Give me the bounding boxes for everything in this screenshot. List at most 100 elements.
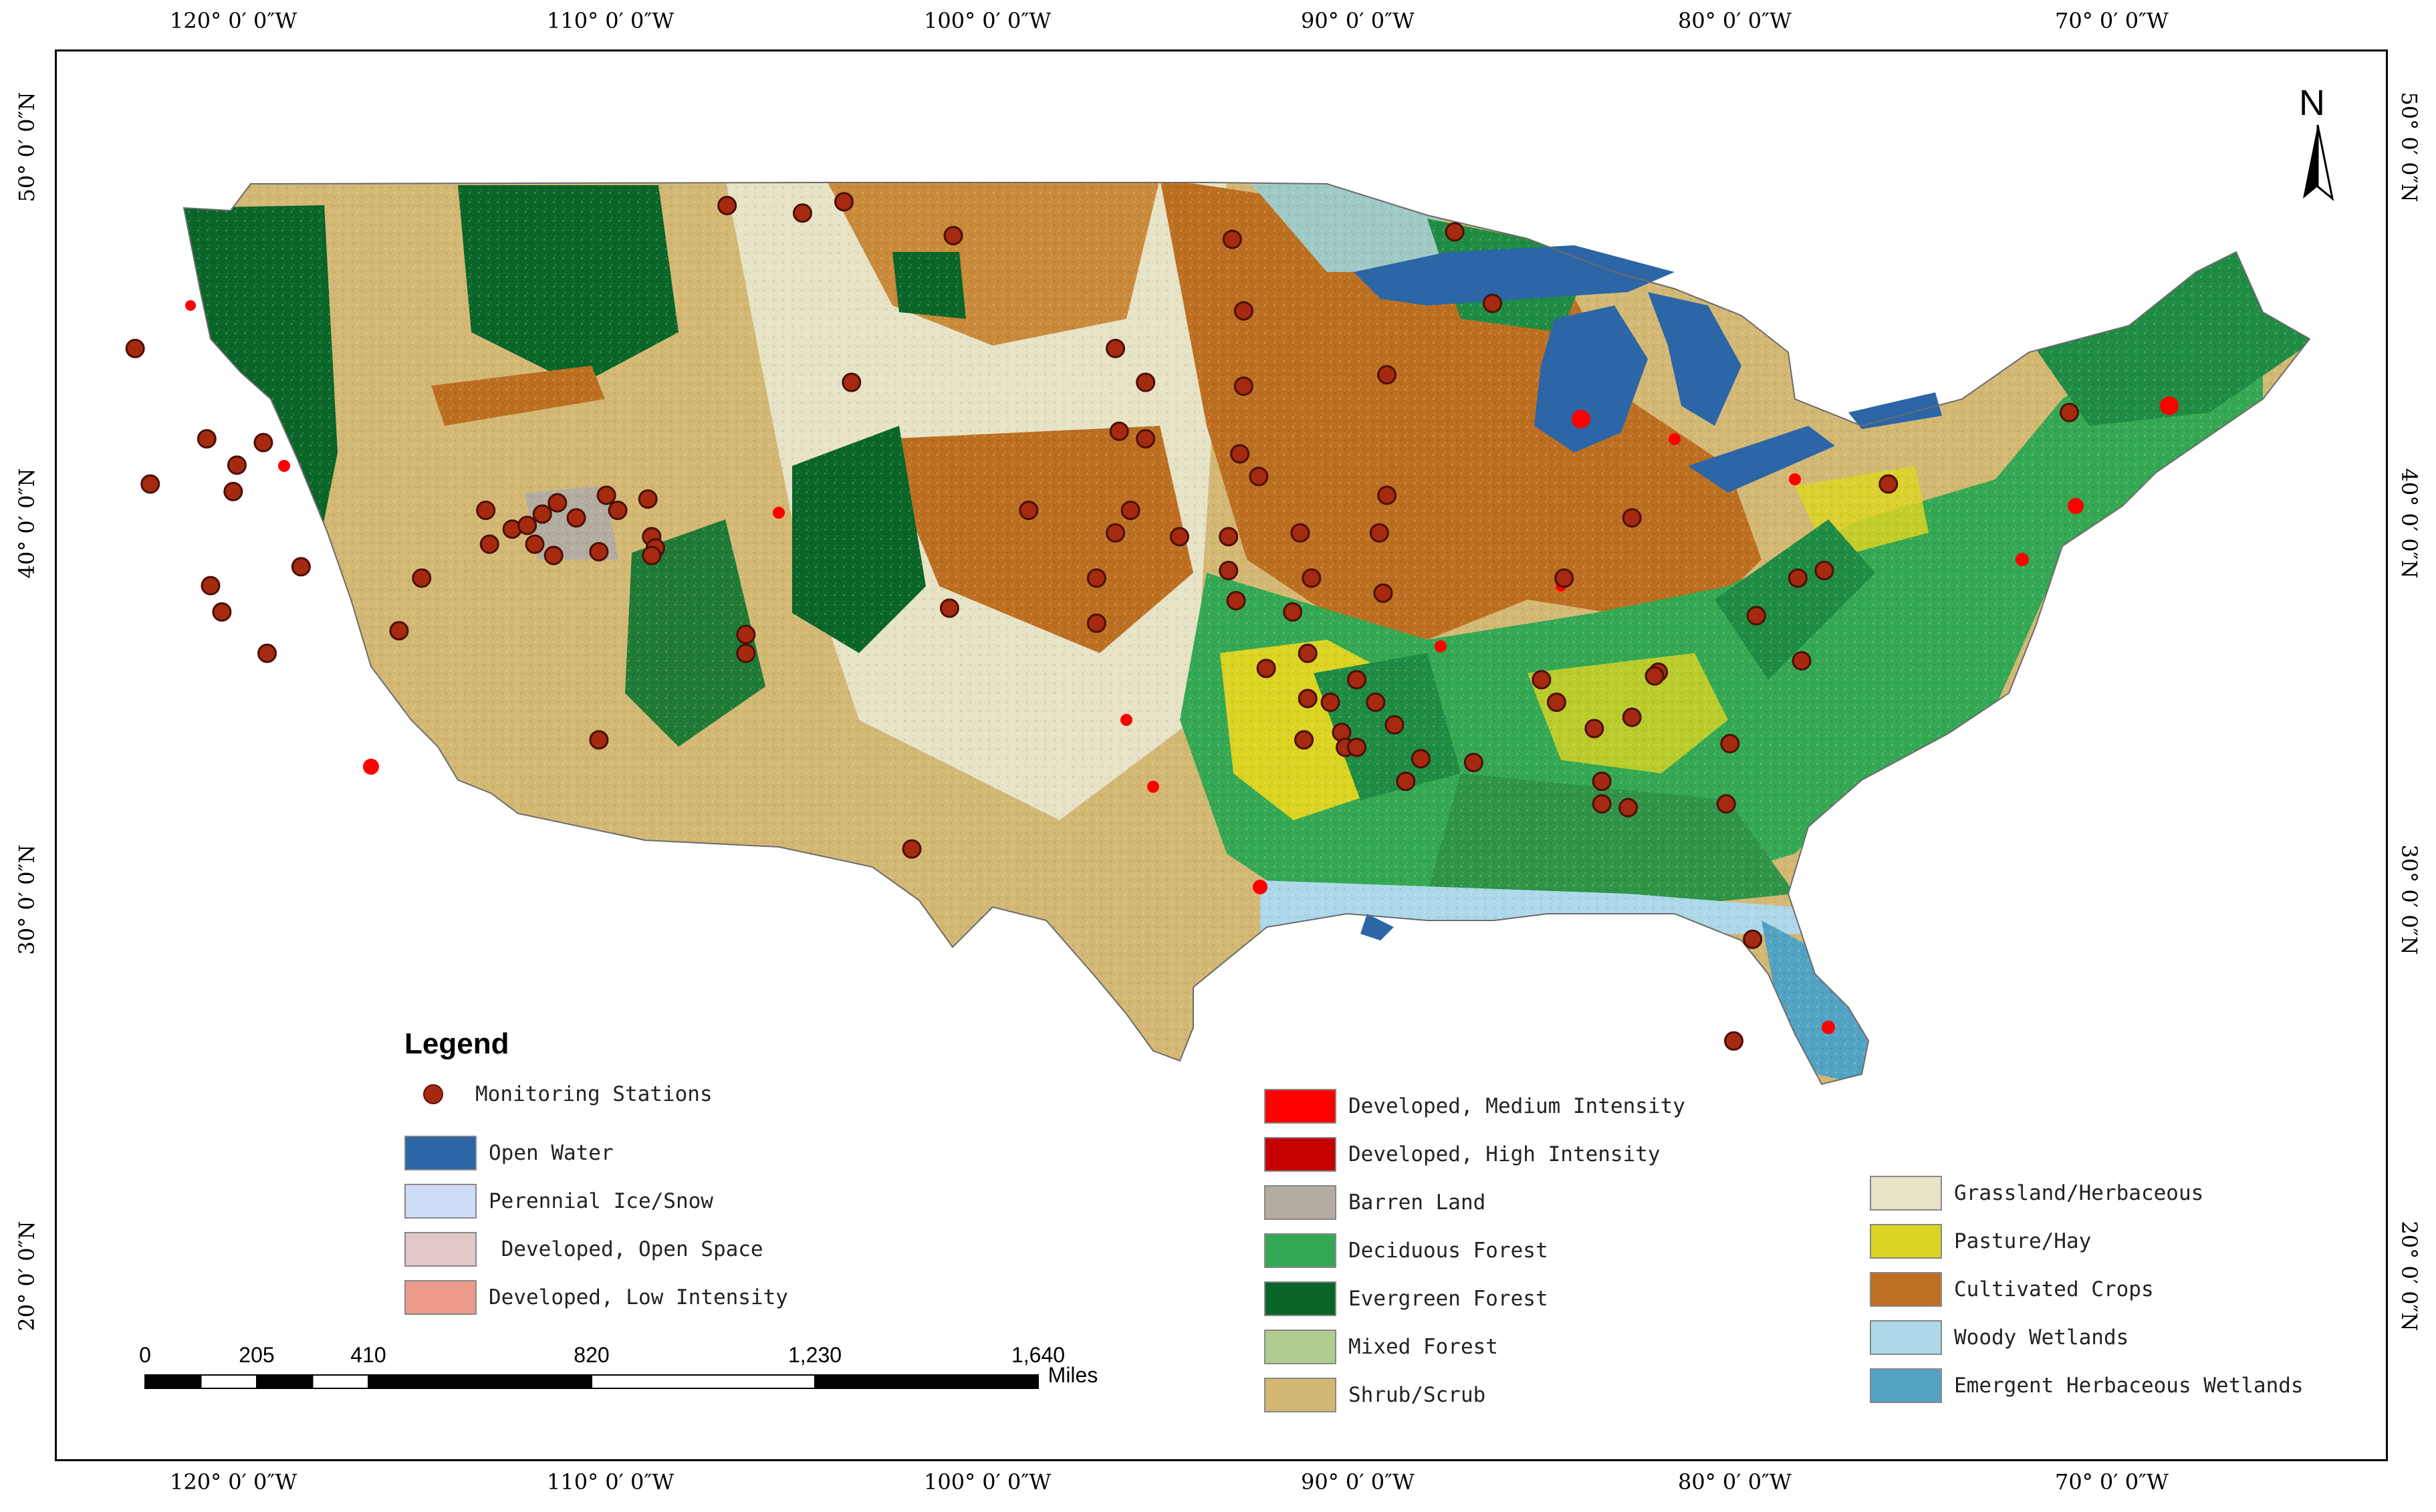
monitoring-station-96[interactable] xyxy=(1878,474,1899,494)
monitoring-station-1[interactable] xyxy=(125,338,145,358)
monitoring-station-75[interactable] xyxy=(1445,222,1465,242)
monitoring-station-80[interactable] xyxy=(1584,719,1604,739)
monitoring-station-58[interactable] xyxy=(1256,658,1276,678)
monitoring-station-9[interactable] xyxy=(291,557,311,577)
monitoring-station-6[interactable] xyxy=(253,432,273,453)
monitoring-station-19[interactable] xyxy=(479,534,499,554)
monitoring-station-3[interactable] xyxy=(227,455,247,475)
monitoring-station-82[interactable] xyxy=(1592,771,1612,791)
monitoring-station-16[interactable] xyxy=(532,504,552,524)
monitoring-station-74[interactable] xyxy=(1377,365,1397,385)
monitoring-station-52[interactable] xyxy=(1219,561,1239,581)
monitoring-station-11[interactable] xyxy=(412,568,432,588)
monitoring-station-53[interactable] xyxy=(1226,591,1246,611)
monitoring-station-90[interactable] xyxy=(1743,929,1763,949)
monitoring-station-72[interactable] xyxy=(1369,523,1389,543)
monitoring-station-43[interactable] xyxy=(1109,421,1129,441)
monitoring-station-28[interactable] xyxy=(589,541,609,561)
monitoring-station-83[interactable] xyxy=(1592,794,1612,814)
monitoring-station-54[interactable] xyxy=(1290,523,1310,543)
monitoring-station-51[interactable] xyxy=(1219,527,1239,547)
monitoring-station-30[interactable] xyxy=(736,643,756,663)
monitoring-station-68[interactable] xyxy=(1411,749,1431,769)
monitoring-station-99[interactable] xyxy=(1233,301,1253,321)
legend-swatch xyxy=(404,1280,477,1315)
monitoring-station-78[interactable] xyxy=(1546,692,1566,713)
monitoring-station-77[interactable] xyxy=(1532,670,1552,690)
monitoring-station-35[interactable] xyxy=(943,225,963,245)
monitoring-station-22[interactable] xyxy=(596,485,616,505)
monitoring-station-23[interactable] xyxy=(608,500,628,520)
monitoring-station-98[interactable] xyxy=(1136,429,1156,449)
monitoring-station-91[interactable] xyxy=(1724,1031,1744,1051)
monitoring-station-41[interactable] xyxy=(1106,338,1126,358)
monitoring-station-59[interactable] xyxy=(1298,688,1318,709)
legend-swatch xyxy=(1264,1089,1336,1124)
monitoring-station-8[interactable] xyxy=(212,602,232,622)
monitoring-station-69[interactable] xyxy=(1396,771,1416,791)
monitoring-station-31[interactable] xyxy=(589,730,609,750)
monitoring-station-2[interactable] xyxy=(197,429,217,449)
monitoring-station-60[interactable] xyxy=(1320,692,1340,713)
monitoring-station-40[interactable] xyxy=(1086,613,1106,633)
longitude-label: 70° 0′ 0″W xyxy=(2055,1469,2169,1495)
monitoring-station-64[interactable] xyxy=(1347,737,1367,757)
monitoring-station-10[interactable] xyxy=(257,643,277,663)
monitoring-station-42[interactable] xyxy=(1136,372,1156,392)
monitoring-station-32[interactable] xyxy=(717,195,737,215)
monitoring-station-21[interactable] xyxy=(543,545,564,565)
monitoring-station-29[interactable] xyxy=(736,624,756,644)
monitoring-station-38[interactable] xyxy=(1019,500,1039,520)
monitoring-station-44[interactable] xyxy=(1120,500,1140,520)
monitoring-station-7[interactable] xyxy=(201,576,221,596)
monitoring-station-73[interactable] xyxy=(1377,485,1397,505)
monitoring-station-4[interactable] xyxy=(140,474,160,494)
monitoring-station-100[interactable] xyxy=(902,839,922,859)
monitoring-station-95[interactable] xyxy=(1814,561,1834,581)
legend-item: Perennial Ice/Snow xyxy=(404,1184,713,1219)
monitoring-station-12[interactable] xyxy=(389,621,409,641)
monitoring-station-56[interactable] xyxy=(1283,602,1303,622)
monitoring-station-70[interactable] xyxy=(1463,753,1483,773)
monitoring-station-66[interactable] xyxy=(1347,670,1367,690)
monitoring-station-39[interactable] xyxy=(1086,568,1106,588)
monitoring-station-61[interactable] xyxy=(1294,730,1314,750)
monitoring-station-55[interactable] xyxy=(1302,568,1322,588)
monitoring-station-92[interactable] xyxy=(1746,606,1766,626)
monitoring-station-85[interactable] xyxy=(1622,508,1642,528)
monitoring-station-76[interactable] xyxy=(1483,293,1503,313)
monitoring-station-65[interactable] xyxy=(1366,692,1386,713)
monitoring-station-81[interactable] xyxy=(1622,707,1642,727)
monitoring-station-93[interactable] xyxy=(1792,651,1812,671)
monitoring-station-20[interactable] xyxy=(525,534,545,554)
legend-swatch xyxy=(1264,1137,1336,1172)
monitoring-station-34[interactable] xyxy=(834,192,854,212)
monitoring-station-67[interactable] xyxy=(1384,715,1405,735)
monitoring-station-50[interactable] xyxy=(1249,467,1269,487)
monitoring-station-45[interactable] xyxy=(1106,523,1126,543)
monitoring-station-94[interactable] xyxy=(1788,568,1808,588)
monitoring-station-88[interactable] xyxy=(1720,734,1740,754)
legend-label: Developed, Medium Intensity xyxy=(1348,1094,1685,1118)
monitoring-station-79[interactable] xyxy=(1554,568,1574,588)
monitoring-station-18[interactable] xyxy=(566,508,586,528)
monitoring-station-27[interactable] xyxy=(642,545,662,565)
monitoring-station-13[interactable] xyxy=(476,500,496,520)
monitoring-station-5[interactable] xyxy=(223,481,243,501)
monitoring-station-36[interactable] xyxy=(842,372,862,392)
monitoring-station-89[interactable] xyxy=(1716,794,1736,814)
monitoring-station-48[interactable] xyxy=(1233,376,1253,396)
monitoring-station-46[interactable] xyxy=(1169,527,1189,547)
monitoring-station-47[interactable] xyxy=(1222,229,1242,249)
monitoring-station-15[interactable] xyxy=(517,515,537,535)
monitoring-station-33[interactable] xyxy=(792,203,812,223)
monitoring-station-37[interactable] xyxy=(939,598,959,618)
monitoring-station-97[interactable] xyxy=(2059,402,2079,422)
monitoring-station-87[interactable] xyxy=(1645,666,1665,686)
monitoring-station-24[interactable] xyxy=(638,489,658,509)
monitoring-station-49[interactable] xyxy=(1230,444,1250,464)
monitoring-station-57[interactable] xyxy=(1298,643,1318,663)
monitoring-station-71[interactable] xyxy=(1373,583,1393,603)
monitoring-station-84[interactable] xyxy=(1618,797,1638,817)
monitoring-station-17[interactable] xyxy=(547,493,568,513)
